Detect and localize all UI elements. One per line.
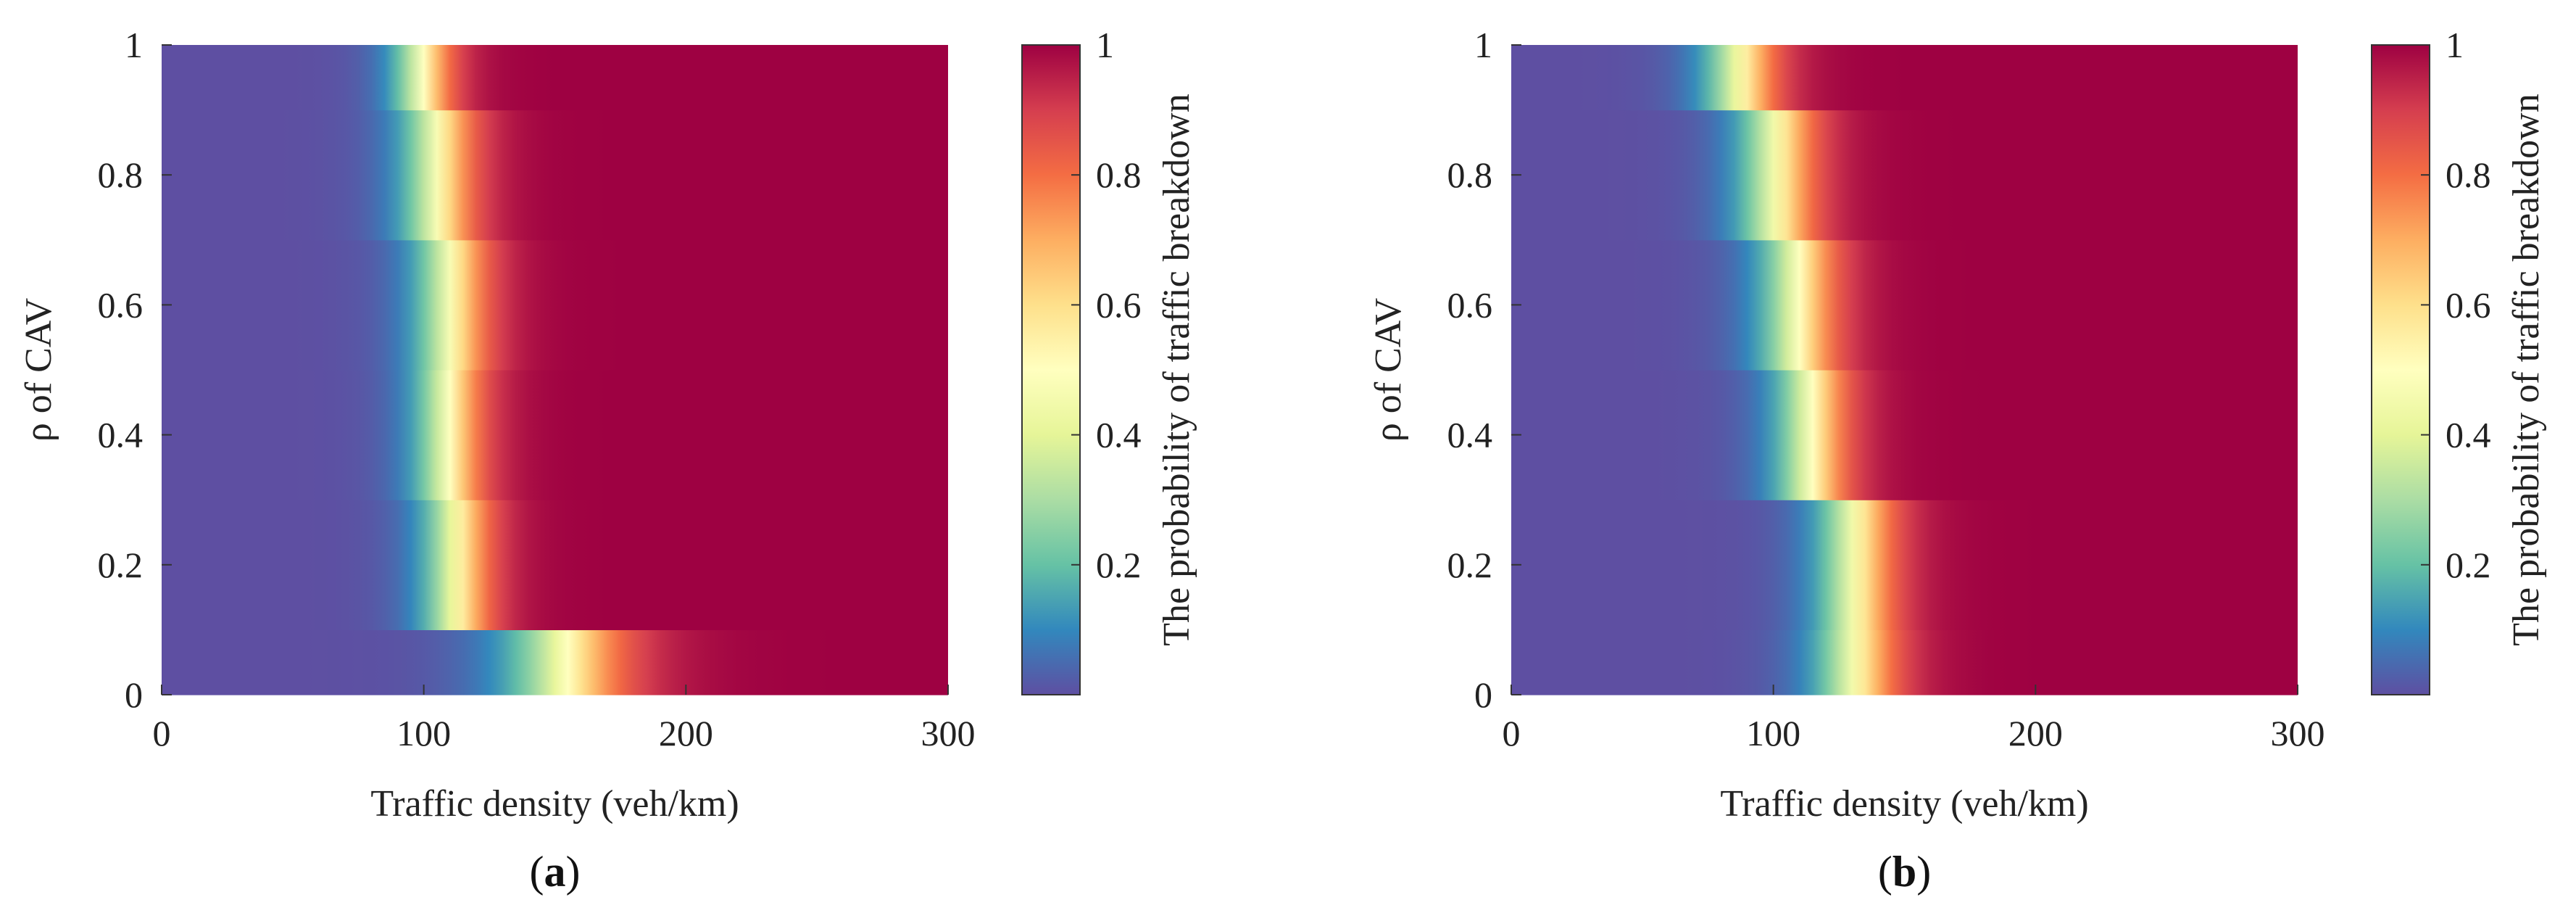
heatmap-row xyxy=(162,45,948,111)
colorbar-title: The probability of traffic breakdown xyxy=(1156,94,1197,645)
x-tick-label: 200 xyxy=(2008,713,2063,753)
chart-panel-b: 0 100 200 300 0 0.2 0.4 0.6 0.8 1 Traffic density … xyxy=(1350,0,2576,913)
y-tick-label: 0.4 xyxy=(1447,415,1493,455)
colorbar-tick-label: 0.4 xyxy=(2446,415,2491,455)
colorbar-tick-label: 0.8 xyxy=(2446,154,2491,195)
colorbar-gradient xyxy=(2371,44,2430,695)
x-tick-label: 100 xyxy=(396,713,451,753)
x-tick-label: 300 xyxy=(2271,713,2325,753)
x-tick-label: 100 xyxy=(1746,713,1800,753)
colorbar-tick-label: 0.2 xyxy=(2446,545,2491,585)
colorbar-tick-label: 0.6 xyxy=(2446,284,2491,325)
colorbar: 0.2 0.4 0.6 0.8 1 The probability of traffic … xyxy=(2371,25,2547,695)
heatmap-row xyxy=(1511,45,2298,111)
colorbar-tick-label: 1 xyxy=(2446,25,2464,65)
x-tick-label: 200 xyxy=(659,713,713,753)
colorbar-tick-label: 1 xyxy=(1096,25,1114,65)
colorbar-tick-label: 0.4 xyxy=(1096,415,1142,455)
colorbar-gradient xyxy=(1021,44,1081,695)
chart-panel-a: 0 100 200 300 0 0.2 0.4 0.6 0.8 1 Traffic density … xyxy=(18,25,1197,896)
y-tick-label: 0.8 xyxy=(1447,154,1493,195)
colorbar-tick-label: 0.6 xyxy=(1096,284,1142,325)
heatmap-row xyxy=(162,239,948,371)
subfigure-label: (b) xyxy=(1878,848,1931,896)
heatmap-row xyxy=(162,629,948,695)
y-tick-label: 0 xyxy=(125,674,143,715)
heatmap-cells xyxy=(1511,45,2298,695)
y-tick-label: 0.4 xyxy=(98,415,144,455)
y-tick-label: 0.6 xyxy=(98,284,144,325)
y-axis-title: ρ of CAV xyxy=(18,298,59,442)
colorbar: 0.2 0.4 0.6 0.8 1 The probability of traffic … xyxy=(1021,25,1197,695)
y-axis-title: ρ of CAV xyxy=(1368,298,1409,442)
subfigure-label: (a) xyxy=(530,848,581,896)
y-tick-label: 1 xyxy=(1474,25,1492,65)
x-tick-label: 0 xyxy=(153,713,171,753)
x-tick-label: 300 xyxy=(921,713,976,753)
y-tick-label: 0.2 xyxy=(98,545,144,585)
x-axis-title: Traffic density (veh/km) xyxy=(370,783,739,825)
heatmap-cells xyxy=(162,45,948,695)
heatmap-row xyxy=(1511,500,2298,630)
axes: 0 100 200 300 0 0.2 0.4 0.6 0.8 1 xyxy=(1447,25,2325,753)
colorbar-tick-label: 0.2 xyxy=(1096,545,1142,585)
heatmap-chart-b: 0 100 200 300 0 0.2 0.4 0.6 0.8 1 Traffic density … xyxy=(1368,25,2547,896)
colorbar-title: The probability of traffic breakdown xyxy=(2506,94,2547,645)
y-tick-label: 0 xyxy=(1474,674,1492,715)
heatmap-row xyxy=(1511,239,2298,371)
y-tick-label: 0.8 xyxy=(98,154,144,195)
heatmap-chart-a: 0 100 200 300 0 0.2 0.4 0.6 0.8 1 Traffic density … xyxy=(18,25,1197,896)
heatmap-row xyxy=(162,110,948,241)
heatmap-row xyxy=(1511,110,2298,241)
y-tick-label: 0.2 xyxy=(1447,545,1493,585)
colorbar-tick-label: 0.8 xyxy=(1096,154,1142,195)
y-tick-label: 1 xyxy=(125,25,143,65)
heatmap-row xyxy=(162,370,948,500)
x-axis-title: Traffic density (veh/km) xyxy=(1720,783,2088,825)
axes: 0 100 200 300 0 0.2 0.4 0.6 0.8 1 xyxy=(98,25,976,753)
heatmap-row xyxy=(1511,629,2298,695)
y-tick-label: 0.6 xyxy=(1447,284,1493,325)
x-tick-label: 0 xyxy=(1503,713,1521,753)
heatmap-row xyxy=(1511,370,2298,500)
heatmap-row xyxy=(162,500,948,630)
